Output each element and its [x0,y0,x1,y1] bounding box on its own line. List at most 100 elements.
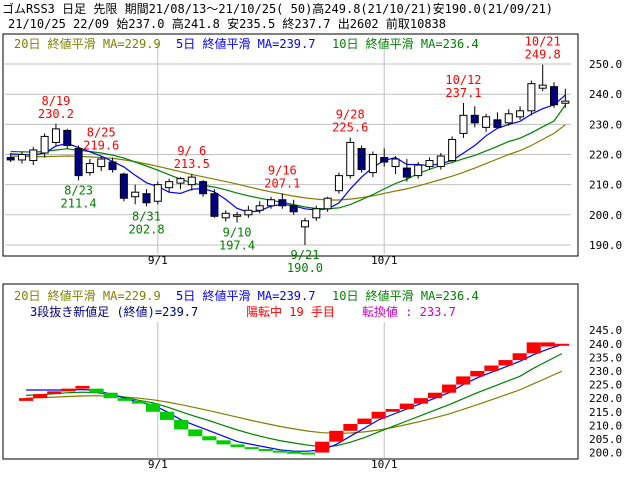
candle-body [233,214,242,217]
down-brick [89,388,104,393]
peak-date-label: 9/16 [268,163,297,177]
peak-date-label: 8/19 [41,94,70,108]
candle-body [334,175,343,192]
up-brick [399,403,414,410]
trough-value-label: 202.8 [128,222,164,236]
lower-y-axis: 200.0205.0210.0215.0220.0225.0230.0235.0… [589,324,622,459]
candle-body [131,191,140,198]
candle-body [391,158,400,168]
up-brick [329,430,344,442]
lower-legend-ma20: 20日 終値平滑 MA=229.9 [14,288,161,303]
lower-legend-trend: 陽転中 19 手目 [246,304,335,319]
candle-body [550,86,559,106]
lower-legend-close: 3段抜き新値足 (終値)=239.7 [30,304,198,319]
candle-body [244,209,253,216]
y-tick-label: 220.0 [589,392,622,405]
y-tick-label: 225.0 [589,379,622,392]
up-brick [540,342,555,347]
peak-date-label: 10/21 [525,35,561,49]
trough-date-label: 9/10 [223,226,252,240]
trough-value-label: 197.4 [219,239,255,253]
up-brick [442,384,457,393]
up-brick [357,418,372,424]
candle-body [402,167,411,178]
candle-body [210,193,219,217]
up-brick [526,342,541,354]
candle-body [323,197,332,210]
down-brick [131,400,146,404]
lower-x-axis: 9/1 10/1 [148,458,398,471]
up-brick [61,388,76,392]
candle-body [267,199,276,207]
header-title: ゴムRSS3 日足 先限 期間21/08/13～21/10/25( 50)高24… [2,1,553,16]
candle-body [470,114,479,124]
trough-value-label: 190.0 [287,261,323,275]
x-tick-label: 9/1 [148,458,168,471]
peak-value-label: 207.1 [264,176,300,190]
lower-legend-ma10: 10日 終値平滑 MA=236.4 [332,288,479,303]
candle-body [380,157,389,163]
candle-body [63,129,72,146]
down-brick [145,403,161,412]
upper-x-axis: 9/1 10/1 [148,254,398,267]
up-brick [371,411,386,419]
y-tick-label: 235.0 [589,351,622,364]
upper-grid [5,42,571,254]
candle-body [425,160,434,168]
y-tick-label: 220.0 [589,149,622,162]
up-brick [456,376,471,385]
candle-body [29,149,38,162]
trough-date-label: 8/23 [64,183,93,197]
lower-grid [157,322,385,458]
candle-body [176,178,185,184]
x-tick-label: 10/1 [371,458,398,471]
peak-date-label: 10/12 [445,73,481,87]
candle-body [357,147,366,171]
header-ohlc: 21/10/25 22/09 始237.0 高241.8 安235.5 終237… [8,16,446,31]
y-tick-label: 230.0 [589,118,622,131]
trough-value-label: 211.4 [61,196,97,210]
candle-body [97,158,106,168]
down-brick [117,398,132,401]
candle-body [40,135,49,154]
upper-candles [6,64,570,245]
up-brick [413,398,428,404]
upper-legend-ma10: 10日 終値平滑 MA=236.4 [332,36,479,51]
y-tick-label: 210.0 [589,179,622,192]
y-tick-label: 215.0 [589,406,622,419]
candle-body [482,116,491,128]
candle-body [153,184,162,202]
down-brick [301,452,316,455]
candle-body [448,138,457,162]
candle-body [436,155,445,168]
candle-body [493,119,502,128]
peak-date-label: 9/ 6 [177,144,206,158]
candle-body [6,157,15,161]
up-brick [385,409,400,412]
down-brick [103,392,118,399]
candle-body [74,147,83,177]
candle-body [165,181,174,189]
trough-date-label: 8/31 [132,209,161,223]
y-tick-label: 245.0 [589,324,622,337]
candle-body [289,205,298,213]
ma20-line [10,124,566,201]
peak-value-label: 237.1 [445,86,481,100]
y-tick-label: 200.0 [589,447,622,460]
peak-value-label: 225.6 [332,121,368,135]
peak-value-label: 213.5 [174,157,210,171]
upper-y-axis: 190.0 200.0 210.0 220.0 230.0 240.0 250.0 [589,58,622,252]
down-brick [188,429,203,437]
up-brick [19,398,34,401]
down-brick [272,450,287,453]
up-brick [47,391,62,395]
up-brick [33,394,48,399]
peak-date-label: 9/28 [336,108,365,122]
up-brick [498,360,513,366]
candle-body [346,141,355,177]
candle-body [368,154,377,174]
candle-body [538,84,547,89]
up-brick [512,353,527,361]
